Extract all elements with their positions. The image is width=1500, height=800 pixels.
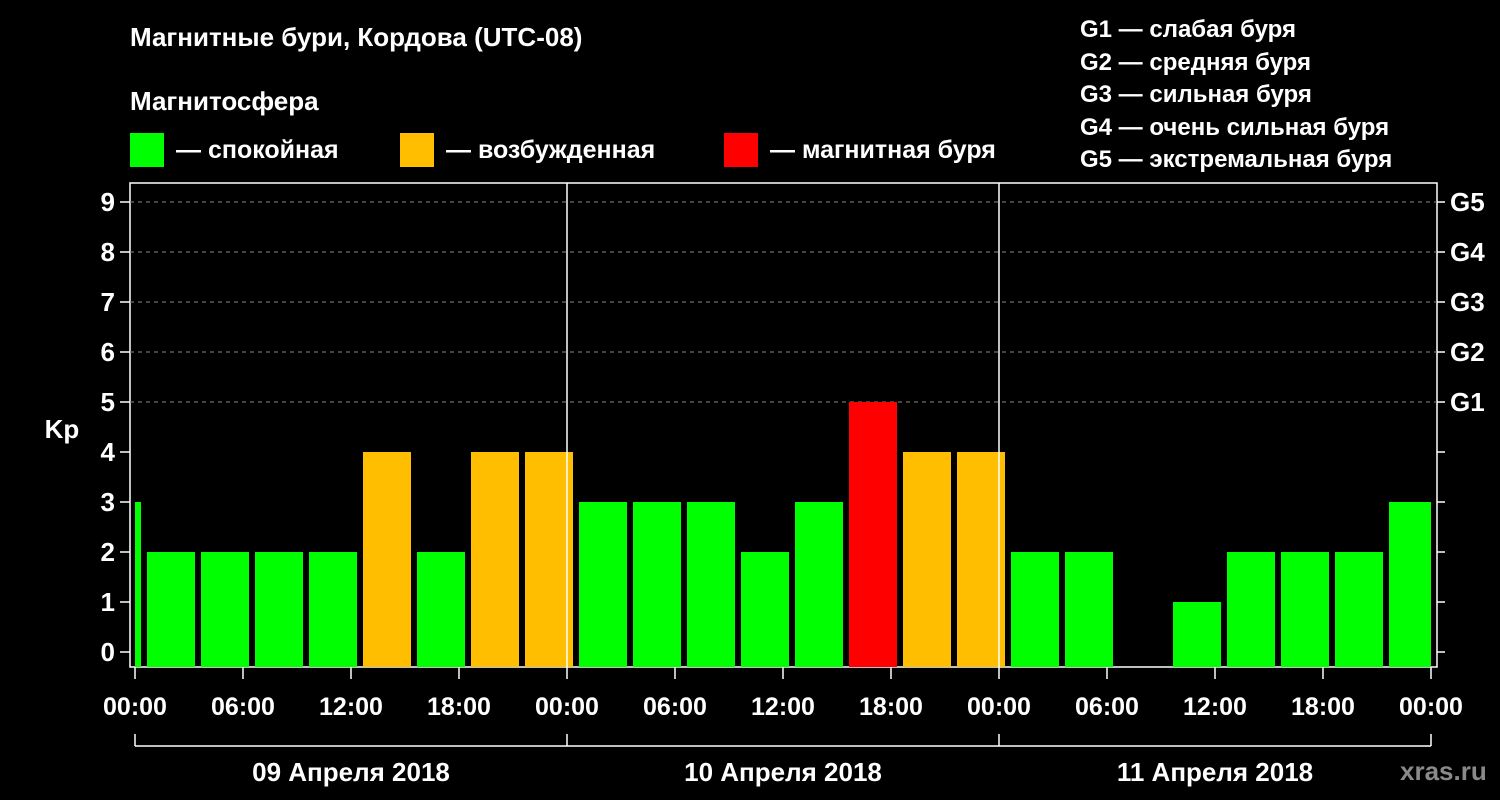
bar-4 [309,552,357,667]
x-tick-label-3: 18:00 [427,693,491,721]
storm-level-label-g3: G3 [1450,287,1485,317]
bar-13 [795,502,843,667]
y-tick-label-2: 2 [101,537,115,567]
bar-5 [363,452,411,667]
x-tick-label-2: 12:00 [319,693,383,721]
x-tick-label-0: 00:00 [103,693,167,721]
legend-label-active: — возбужденная [446,135,656,164]
x-tick-label-5: 06:00 [643,693,707,721]
bar-16 [957,452,1005,667]
day-label-0: 09 Апреля 2018 [252,757,450,787]
y-tick-label-5: 5 [101,387,115,417]
legend-swatch-quiet [130,133,164,167]
bar-3 [255,552,303,667]
storm-scale-g3: G3 — сильная буря [1080,81,1312,108]
bar-24 [1389,502,1431,667]
bar-22 [1281,552,1329,667]
legend-swatch-active [400,133,434,167]
watermark: xras.ru [1400,756,1487,786]
bar-14 [849,402,897,667]
storm-level-label-g2: G2 [1450,337,1485,367]
y-tick-label-3: 3 [101,487,115,517]
day-label-2: 11 Апреля 2018 [1117,757,1313,787]
x-tick-label-1: 06:00 [211,693,275,721]
bar-2 [201,552,249,667]
bar-10 [633,502,681,667]
y-tick-label-1: 1 [101,587,115,617]
legend-item-storm: — магнитная буря [724,133,996,167]
x-tick-label-10: 12:00 [1183,693,1247,721]
bar-12 [741,552,789,667]
legend-item-quiet: — спокойная [130,133,339,167]
bar-21 [1227,552,1275,667]
storm-scale-g1: G1 — слабая буря [1080,16,1297,43]
bar-23 [1335,552,1383,667]
legend-swatch-storm [724,133,758,167]
storm-scale-legend: G1 — слабая буря G2 — средняя буря G3 — … [1080,14,1392,177]
x-tick-label-4: 00:00 [535,693,599,721]
storm-scale-g4: G4 — очень сильная буря [1080,113,1390,141]
storm-scale-g5: G5 — экстремальная буря [1080,146,1393,173]
storm-level-label-g1: G1 [1450,387,1485,417]
chart-title: Магнитные бури, Кордова (UTC-08) [130,22,583,52]
legend-title: Магнитосфера [130,86,319,116]
legend-label-quiet: — спокойная [176,135,339,164]
x-tick-label-7: 18:00 [859,693,923,721]
x-tick-label-6: 12:00 [751,693,815,721]
x-tick-label-11: 18:00 [1291,693,1355,721]
x-tick-label-8: 00:00 [967,693,1031,721]
bar-18 [1065,552,1113,667]
bar-9 [579,502,627,667]
storm-level-label-g5: G5 [1450,187,1485,217]
bar-11 [687,502,735,667]
bar-17 [1011,552,1059,667]
bar-15 [903,452,951,667]
bar-8 [525,452,573,667]
y-tick-label-6: 6 [101,337,115,367]
y-tick-label-9: 9 [101,187,115,217]
y-tick-label-7: 7 [101,287,115,317]
legend-label-storm: — магнитная буря [770,135,996,164]
bar-1 [147,552,195,667]
y-tick-label-0: 0 [101,637,115,667]
bar-0 [135,502,141,667]
bar-6 [417,552,465,667]
storm-level-label-g4: G4 [1450,237,1485,267]
y-tick-label-4: 4 [101,437,116,467]
x-tick-label-9: 06:00 [1075,693,1139,721]
y-axis-label: Kp [45,414,80,444]
day-label-1: 10 Апреля 2018 [684,757,882,787]
legend-item-active: — возбужденная [400,133,655,167]
x-tick-label-12: 00:00 [1399,693,1463,721]
bar-7 [471,452,519,667]
y-tick-label-8: 8 [101,237,115,267]
bar-20 [1173,602,1221,667]
storm-scale-g2: G2 — средняя буря [1080,48,1311,76]
